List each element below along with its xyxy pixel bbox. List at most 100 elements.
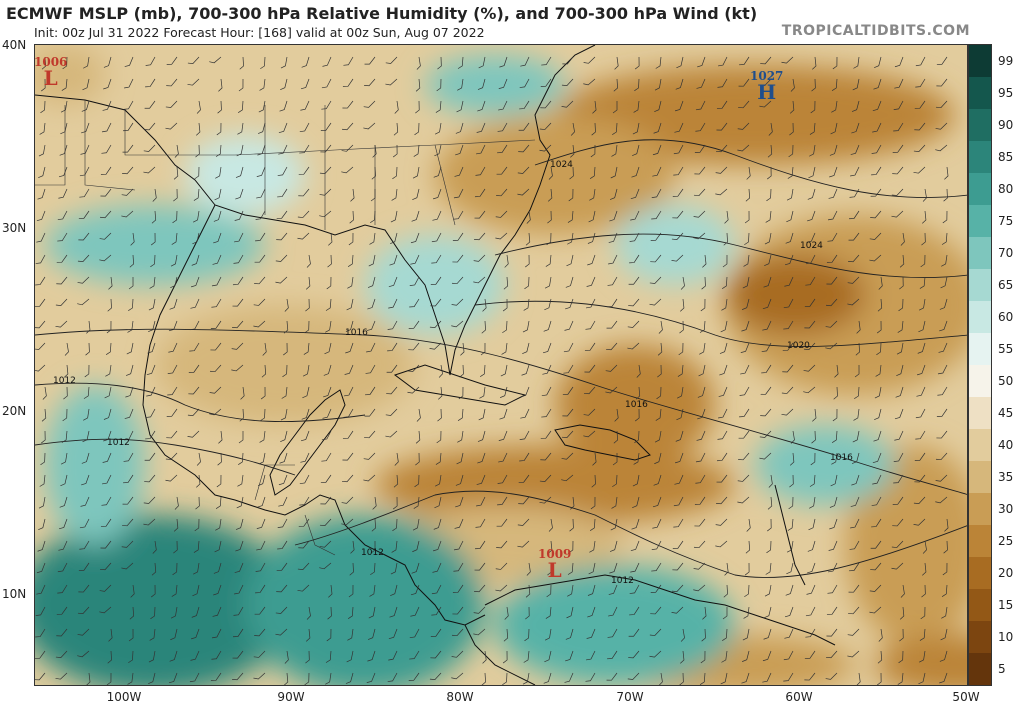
wind-barb — [41, 78, 46, 92]
wind-barb — [363, 122, 376, 130]
wind-barb — [891, 188, 904, 196]
wind-barb — [434, 496, 442, 509]
wind-barb — [605, 364, 618, 372]
wind-barb — [437, 408, 442, 422]
wind-barb — [347, 276, 354, 289]
wind-barb — [811, 78, 816, 92]
wind-barb — [739, 408, 750, 418]
wind-barb — [165, 452, 178, 460]
wind-barb — [366, 672, 376, 683]
wind-barb — [850, 518, 860, 529]
wind-barb — [877, 650, 883, 664]
wind-barb — [585, 298, 596, 309]
colorbar-label: 80 — [998, 182, 1014, 196]
wind-barb — [123, 122, 134, 132]
wind-barb — [235, 518, 244, 530]
wind-barb — [893, 122, 904, 132]
wind-barb — [191, 628, 200, 640]
wind-barb — [55, 320, 68, 328]
wind-barb — [631, 166, 640, 178]
wind-barb — [35, 672, 46, 681]
wind-barb — [41, 56, 47, 70]
wind-barb — [589, 166, 596, 179]
wind-barb — [367, 298, 376, 310]
wind-barb — [275, 606, 288, 614]
wind-barb — [899, 628, 904, 642]
wind-barb — [80, 144, 90, 155]
wind-barb — [431, 606, 442, 616]
wind-barb — [320, 122, 332, 131]
wind-barb — [170, 254, 178, 267]
wind-barb — [213, 232, 222, 244]
wind-barb — [701, 628, 706, 642]
wind-barb — [473, 628, 486, 636]
wind-barb — [165, 122, 178, 130]
wind-barb — [412, 540, 420, 553]
wind-barb — [278, 496, 288, 507]
wind-barb — [431, 254, 442, 264]
wind-barb — [806, 584, 816, 595]
wind-barb — [694, 518, 706, 527]
wind-barb — [745, 188, 751, 202]
wind-barb — [342, 452, 354, 461]
wind-barb — [78, 584, 90, 593]
wind-barb — [305, 298, 310, 312]
wind-barb — [674, 100, 684, 112]
wind-barb — [786, 562, 794, 575]
wind-barb — [848, 606, 860, 615]
wind-barb — [367, 650, 376, 662]
isobar-label: 1020 — [787, 341, 810, 351]
wind-barb — [368, 254, 376, 267]
wind-barb — [127, 672, 134, 685]
wind-barb — [172, 210, 178, 224]
colorbar-label: 5 — [998, 662, 1006, 676]
wind-barb — [101, 144, 112, 154]
wind-barb — [261, 364, 267, 378]
wind-barb — [717, 78, 728, 88]
wind-barb — [495, 232, 508, 240]
wind-barb — [430, 298, 442, 307]
wind-barb — [673, 144, 684, 155]
wind-barb — [942, 210, 948, 224]
wind-barb — [826, 606, 838, 616]
colorbar-segment — [969, 333, 991, 365]
wind-barb — [918, 672, 926, 685]
wind-barb — [391, 188, 398, 201]
wind-barb — [876, 320, 882, 334]
wind-barb — [195, 496, 200, 510]
wind-barb — [391, 540, 398, 553]
wind-barb — [829, 144, 838, 156]
map-title: ECMWF MSLP (mb), 700-300 hPa Relative Hu… — [6, 4, 758, 23]
wind-barb — [870, 540, 882, 549]
colorbar-segment — [969, 461, 991, 493]
wind-barb — [302, 364, 310, 377]
wind-barb — [104, 386, 112, 399]
wind-barb — [737, 144, 750, 152]
wind-barb — [210, 342, 222, 351]
wind-barb — [217, 100, 222, 114]
wind-barb — [568, 188, 574, 202]
wind-barb — [193, 188, 200, 201]
wind-barb — [326, 276, 332, 290]
wind-barb — [918, 320, 926, 333]
wind-barb — [300, 78, 310, 90]
wind-barb — [212, 254, 222, 265]
wind-barb — [392, 496, 398, 510]
wind-barb — [430, 276, 442, 285]
wind-barb — [58, 540, 68, 551]
wind-barb — [386, 364, 398, 373]
wind-barb — [211, 276, 222, 287]
wind-barb — [650, 232, 662, 241]
wind-barb — [914, 122, 926, 131]
wind-barb — [760, 408, 772, 417]
wind-barb — [851, 100, 860, 112]
wind-barb — [170, 276, 178, 289]
wind-barb — [386, 386, 398, 395]
wind-barb — [913, 518, 926, 526]
wind-barb — [235, 188, 244, 200]
wind-barb — [807, 210, 816, 222]
wind-barb — [327, 606, 332, 620]
wind-barb — [718, 408, 728, 419]
wind-barb — [584, 342, 596, 352]
wind-barb — [172, 562, 178, 576]
